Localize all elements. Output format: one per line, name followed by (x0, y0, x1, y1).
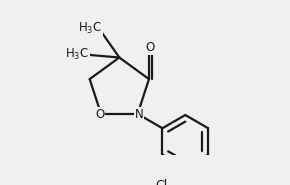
Text: Cl: Cl (155, 179, 168, 185)
Text: O: O (95, 108, 104, 121)
Text: $\mathregular{H_3C}$: $\mathregular{H_3C}$ (65, 47, 89, 63)
Text: $\mathregular{H_3C}$: $\mathregular{H_3C}$ (78, 21, 102, 36)
Text: N: N (135, 108, 144, 121)
Text: O: O (146, 41, 155, 54)
